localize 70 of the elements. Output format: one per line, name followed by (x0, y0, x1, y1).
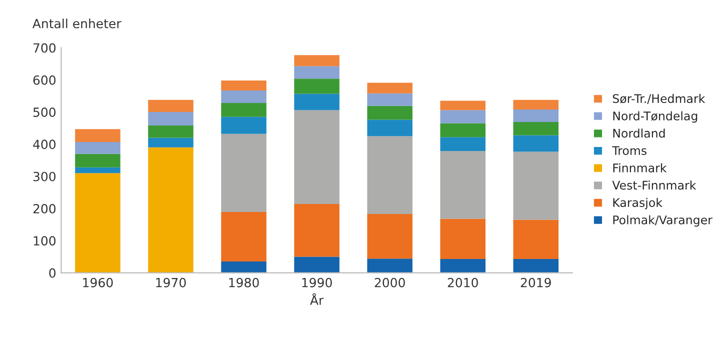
y-tick-label: 600 (33, 75, 56, 85)
bar (440, 218, 486, 259)
bar (221, 262, 266, 273)
bar (148, 126, 194, 138)
bar (75, 173, 120, 273)
legend-label: Sør-Tr./Hedmark (612, 94, 706, 104)
bar (221, 103, 266, 117)
bar (221, 80, 266, 90)
bar (513, 122, 559, 136)
y-tick-label: 0 (49, 268, 56, 278)
bar (75, 167, 120, 174)
x-tick-label: 2019 (520, 278, 551, 288)
x-tick-label: 1980 (229, 278, 259, 288)
bar (440, 100, 486, 110)
y-tick-label: 700 (34, 43, 56, 53)
bar (148, 112, 194, 126)
legend-label: Troms (612, 146, 646, 156)
bar (513, 152, 559, 220)
bar (221, 134, 266, 212)
bar (367, 120, 412, 136)
bar (367, 106, 412, 120)
bar (440, 258, 486, 273)
y-tick-label: 200 (33, 204, 56, 214)
bar (294, 55, 340, 66)
legend-label: Nord-Tøndelag (613, 111, 698, 123)
bar (294, 110, 340, 204)
bar (221, 116, 266, 134)
x-tick-label: 1970 (156, 278, 186, 288)
bar (367, 258, 412, 273)
bar (513, 258, 559, 273)
bar (513, 100, 559, 110)
legend-label: Vest-Finnmark (612, 180, 696, 190)
bar (367, 82, 412, 94)
bar (75, 154, 120, 168)
y-tick-label: 100 (34, 236, 56, 246)
x-tick-label: 1990 (302, 278, 332, 288)
bar (440, 123, 486, 138)
bar (148, 100, 194, 112)
legend-label: Karasjok (613, 198, 662, 210)
bar (221, 90, 266, 104)
bar (513, 109, 559, 122)
y-axis-title: Antall enheter (32, 18, 122, 28)
bar (294, 66, 340, 79)
bar (75, 142, 120, 154)
legend-label: Nordland (613, 128, 665, 138)
x-tick-label: 2000 (374, 278, 405, 288)
bar (367, 93, 412, 106)
legend-label: Polmak/Varanger (613, 215, 712, 227)
bar (367, 136, 412, 214)
bar (294, 256, 340, 273)
bar (294, 78, 340, 94)
bar (513, 135, 559, 152)
y-tick-label: 400 (33, 140, 56, 150)
bar (148, 138, 194, 148)
bar (367, 214, 412, 259)
y-tick-label: 300 (33, 172, 56, 182)
bar (513, 220, 559, 259)
bar (148, 147, 194, 273)
bar (221, 212, 266, 262)
bar (294, 94, 340, 110)
legend-label: Finnmark (613, 163, 667, 172)
bar (294, 204, 340, 257)
x-axis-title: År (310, 293, 324, 305)
bar (440, 150, 486, 219)
bar (75, 129, 120, 142)
bar (440, 110, 486, 124)
x-tick-label: 1960 (83, 278, 113, 288)
y-tick-label: 500 (33, 108, 56, 117)
bar (440, 137, 486, 151)
x-tick-label: 2010 (448, 278, 478, 288)
